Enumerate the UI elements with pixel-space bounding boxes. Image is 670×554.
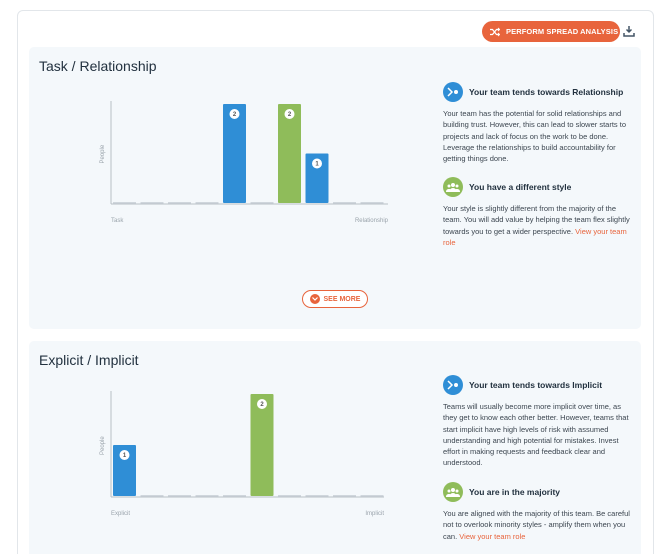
view-team-role-link[interactable]: View your team role xyxy=(459,531,526,541)
see-more-label: SEE MORE xyxy=(323,295,361,303)
bar[interactable] xyxy=(250,394,274,496)
empty-bar-slot xyxy=(333,202,356,204)
insight-body: Your style is slightly different from th… xyxy=(443,204,630,247)
empty-bar-slot xyxy=(168,495,191,497)
bar-count-badge xyxy=(284,109,295,119)
perform-spread-analysis-button[interactable]: PERFORM SPREAD ANALYSIS xyxy=(482,21,620,42)
empty-bar-slot xyxy=(195,202,219,204)
insight-body: Teams will usually become more implicit … xyxy=(443,402,629,468)
x-axis-left-label: Explicit xyxy=(111,511,130,517)
x-axis-right-label: Implicit xyxy=(365,511,384,517)
insight-your-style: You have a different style Your style is… xyxy=(443,176,633,248)
task-relationship-chart: People Task Relationship 2 2 1 xyxy=(100,101,389,224)
bar[interactable] xyxy=(223,104,246,203)
team-direction-icon xyxy=(443,375,463,395)
download-icon[interactable] xyxy=(623,25,635,37)
y-axis-label: People xyxy=(100,436,106,455)
bar-count-label: 1 xyxy=(123,453,127,459)
bar-count-badge xyxy=(312,158,322,169)
empty-bar-slot xyxy=(360,495,384,497)
insight-title: You have a different style xyxy=(469,182,572,192)
empty-bar-slot xyxy=(305,495,329,497)
bar-count-label: 2 xyxy=(233,112,237,118)
bar[interactable] xyxy=(305,153,329,204)
bar-count-label: 2 xyxy=(260,402,264,408)
insight-title: Your team tends towards Relationship xyxy=(469,87,624,97)
bar[interactable] xyxy=(113,445,136,496)
y-axis-label: People xyxy=(100,144,106,163)
x-axis-left-label: Task xyxy=(111,218,124,224)
empty-bar-slot xyxy=(278,495,301,497)
insight-team-tendency: Your team tends towards Relationship You… xyxy=(443,81,633,164)
people-icon xyxy=(443,482,463,502)
bar-count-badge xyxy=(257,399,267,409)
insight-title: You are in the majority xyxy=(469,487,561,497)
bar-count-label: 2 xyxy=(288,112,292,118)
panel-title: Explicit / Implicit xyxy=(39,352,139,368)
team-direction-icon xyxy=(443,82,463,102)
spread-button-label: PERFORM SPREAD ANALYSIS xyxy=(506,27,619,36)
empty-bar-slot xyxy=(250,202,274,204)
view-team-role-link[interactable]: View your team role xyxy=(443,226,627,247)
see-more-button[interactable]: SEE MORE xyxy=(302,290,368,308)
panel-title: Task / Relationship xyxy=(39,58,157,74)
empty-bar-slot xyxy=(223,495,246,497)
task-relationship-panel: Task / Relationship People Task Relationsh… xyxy=(29,47,641,329)
empty-bar-slot xyxy=(360,202,384,204)
x-axis-right-label: Relationship xyxy=(355,218,389,224)
people-icon xyxy=(443,177,463,197)
explicit-implicit-panel: Explicit / Implicit People Explicit Implic… xyxy=(29,341,641,554)
chevron-down-icon xyxy=(309,294,320,304)
bar-count-badge xyxy=(119,450,130,460)
empty-bar-slot xyxy=(113,202,136,204)
bar-count-label: 1 xyxy=(315,162,319,168)
insight-body: You are aligned with the majority of thi… xyxy=(443,509,630,541)
insight-team-tendency: Your team tends towards Implicit Teams w… xyxy=(443,374,633,469)
explicit-implicit-chart: People Explicit Implicit 1 2 xyxy=(100,391,384,517)
empty-bar-slot xyxy=(140,495,164,497)
bar-count-badge xyxy=(229,109,240,119)
empty-bar-slot xyxy=(195,495,219,497)
empty-bar-slot xyxy=(333,495,356,497)
insight-body: Your team has the potential for solid re… xyxy=(443,109,627,164)
empty-bar-slot xyxy=(140,202,164,204)
insight-your-style: You are in the majority You are aligned … xyxy=(443,481,633,542)
bar[interactable] xyxy=(278,104,301,203)
empty-bar-slot xyxy=(168,202,191,204)
shuffle-icon xyxy=(490,27,500,36)
insight-title: Your team tends towards Implicit xyxy=(469,380,603,390)
